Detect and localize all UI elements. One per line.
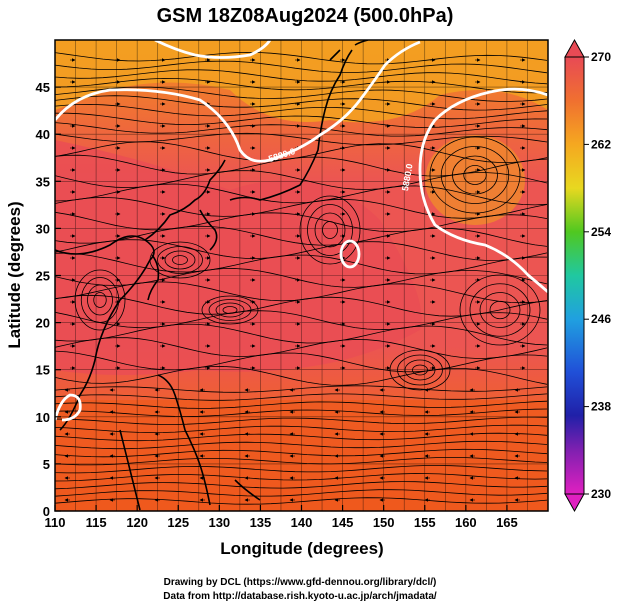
contour-label-2: 5880.0 <box>400 163 415 192</box>
x-tick-label: 135 <box>250 515 272 530</box>
colorbar-tick-label: 246 <box>591 312 611 326</box>
credit-data: Data from http://database.rish.kyoto-u.a… <box>163 591 437 602</box>
chart-title: GSM 18Z08Aug2024 (500.0hPa) <box>157 5 454 27</box>
colorbar-tick-label: 254 <box>591 225 611 239</box>
colorbar-tick-label: 230 <box>591 487 611 501</box>
x-tick-label: 150 <box>373 515 395 530</box>
x-tick-label: 110 <box>45 515 66 530</box>
x-tick-label: 145 <box>332 515 354 530</box>
x-axis-title: Longitude (degrees) <box>220 539 383 558</box>
x-tick-label: 120 <box>126 515 148 530</box>
y-tick-label: 25 <box>36 269 50 284</box>
x-tick-label: 125 <box>167 515 189 530</box>
y-tick-label: 10 <box>36 410 50 425</box>
contour-5880 <box>55 40 548 422</box>
x-tick-label: 165 <box>496 515 518 530</box>
colorbar-tick-label: 262 <box>591 137 611 151</box>
x-tick-label: 140 <box>291 515 313 530</box>
y-axis-title: Latitude (degrees) <box>5 201 24 348</box>
y-tick-label: 40 <box>36 127 50 142</box>
x-tick-label: 155 <box>414 515 436 530</box>
colorbar: 270 262 254 246 238 230 <box>564 38 611 513</box>
colorbar-tick-label: 270 <box>591 50 611 64</box>
y-tick-label: 30 <box>36 221 50 236</box>
x-axis-ticks: 110 115 120 125 130 135 140 145 150 155 160 165 <box>45 505 518 530</box>
y-tick-label: 5 <box>43 457 50 472</box>
x-tick-label: 130 <box>208 515 230 530</box>
x-tick-label: 115 <box>86 515 107 530</box>
streamlines <box>55 51 548 505</box>
x-tick-label: 160 <box>455 515 477 530</box>
y-tick-label: 20 <box>36 316 50 331</box>
credit-drawing: Drawing by DCL (https://www.gfd-dennou.o… <box>164 577 437 588</box>
y-tick-label: 35 <box>36 174 50 189</box>
y-tick-label: 45 <box>36 80 50 95</box>
y-axis-ticks: 0 5 10 15 20 25 30 35 40 45 <box>36 80 61 519</box>
y-tick-label: 15 <box>36 363 50 378</box>
y-tick-label: 0 <box>43 504 50 519</box>
colorbar-tick-label: 238 <box>591 400 611 414</box>
